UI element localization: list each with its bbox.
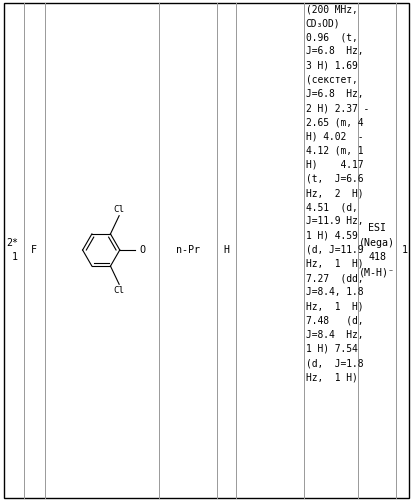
Text: Cl: Cl	[114, 286, 125, 296]
Text: Cl: Cl	[114, 204, 125, 214]
Text: 2*
 1: 2* 1	[6, 238, 18, 262]
Text: 1: 1	[401, 245, 407, 255]
Text: O: O	[140, 245, 146, 255]
Text: F: F	[31, 245, 37, 255]
Text: ESI
(Nega)
418
(M-H)⁻: ESI (Nega) 418 (M-H)⁻	[359, 223, 395, 277]
Text: n-Pr: n-Pr	[176, 245, 200, 255]
Text: (200 MHz,
CD₃OD)
0.96  (t,
J=6.8  Hz,
3 H) 1.69
(секстет,
J=6.8  Hz,
2 H) 2.37 -: (200 MHz, CD₃OD) 0.96 (t, J=6.8 Hz, 3 H)…	[306, 4, 369, 382]
Text: H: H	[223, 245, 229, 255]
